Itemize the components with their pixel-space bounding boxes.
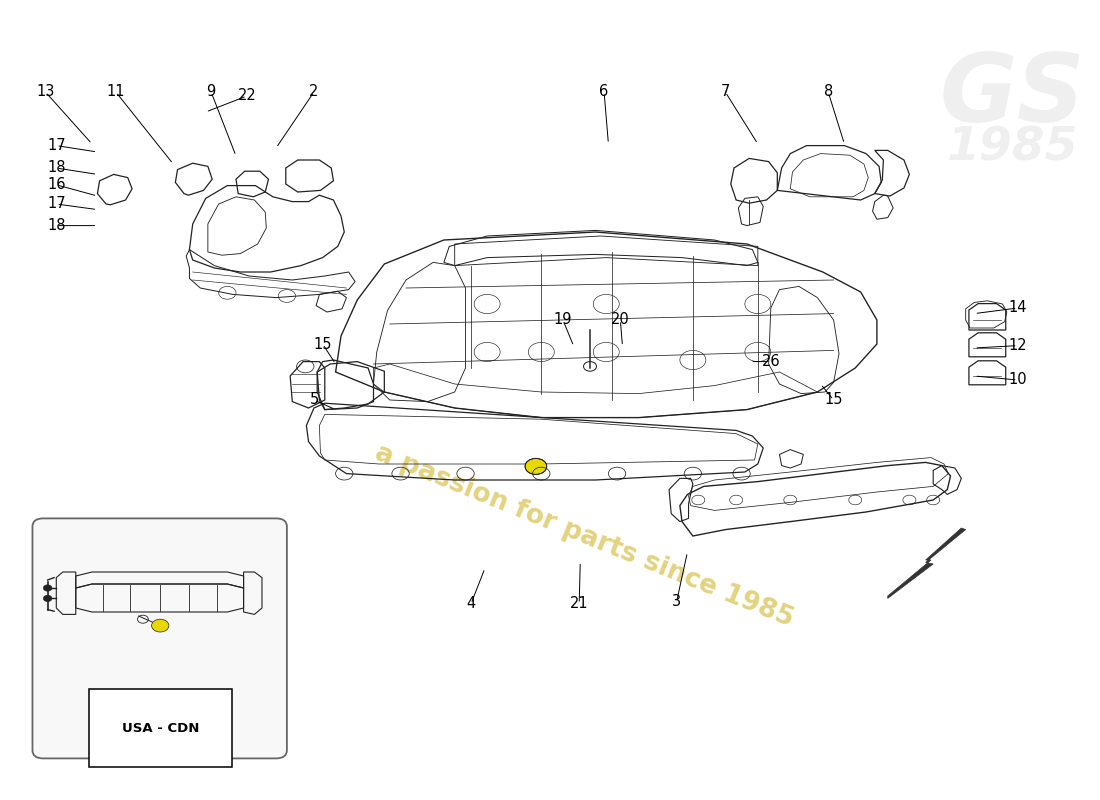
Text: 5: 5	[309, 393, 319, 407]
Text: 14: 14	[1009, 301, 1027, 315]
Text: 17: 17	[47, 138, 66, 153]
FancyBboxPatch shape	[33, 518, 287, 758]
Text: 18: 18	[47, 161, 66, 175]
Text: 11: 11	[107, 85, 125, 99]
Text: USA - CDN: USA - CDN	[121, 722, 199, 734]
Circle shape	[43, 595, 52, 602]
Text: 1985: 1985	[946, 126, 1078, 170]
Polygon shape	[888, 528, 966, 598]
Text: 13: 13	[36, 85, 55, 99]
Text: a passion for parts since 1985: a passion for parts since 1985	[372, 440, 798, 632]
Text: 17: 17	[47, 197, 66, 211]
Text: 21: 21	[570, 597, 589, 611]
Text: 4: 4	[466, 597, 475, 611]
Text: GS: GS	[939, 50, 1085, 142]
Text: 7: 7	[720, 85, 730, 99]
Text: 22: 22	[238, 89, 256, 103]
Text: 15: 15	[314, 337, 332, 351]
Text: 8: 8	[824, 85, 833, 99]
Text: 18: 18	[47, 218, 66, 233]
Text: 6: 6	[600, 85, 608, 99]
Circle shape	[525, 458, 547, 474]
Text: 16: 16	[47, 178, 66, 192]
Circle shape	[152, 619, 169, 632]
Text: 2: 2	[309, 85, 319, 99]
Text: 9: 9	[207, 85, 216, 99]
Text: 3: 3	[672, 594, 681, 609]
Text: 12: 12	[1009, 338, 1027, 353]
Text: 10: 10	[1009, 373, 1027, 387]
Text: 26: 26	[761, 354, 780, 369]
Text: 19: 19	[553, 313, 572, 327]
Circle shape	[43, 585, 52, 591]
Text: 20: 20	[610, 313, 629, 327]
Text: 15: 15	[824, 393, 843, 407]
